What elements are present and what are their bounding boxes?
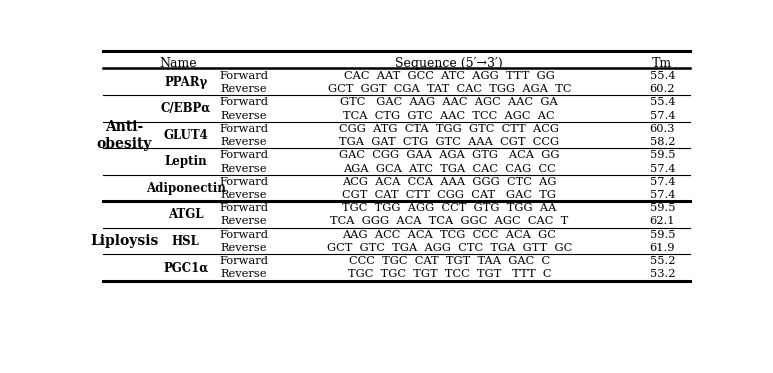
Text: TGC  TGG  AGG  CCT  GTG  TGG  AA: TGC TGG AGG CCT GTG TGG AA [342, 203, 557, 213]
Text: Reverse: Reverse [220, 137, 267, 147]
Text: GTC   GAC  AAG  AAC  AGC  AAC  GA: GTC GAC AAG AAC AGC AAC GA [340, 97, 558, 107]
Text: Tm: Tm [652, 57, 673, 70]
Text: AAG  ACC  ACA  TCG  CCC  ACA  GC: AAG ACC ACA TCG CCC ACA GC [342, 230, 557, 240]
Text: PPARγ: PPARγ [164, 76, 207, 89]
Text: 60.2: 60.2 [649, 84, 675, 94]
Text: 57.4: 57.4 [649, 190, 675, 200]
Text: Reverse: Reverse [220, 84, 267, 94]
Text: AGA  GCA  ATC  TGA  CAC  CAG  CC: AGA GCA ATC TGA CAC CAG CC [343, 163, 556, 173]
Text: TCA  CTG  GTC  AAC  TCC  AGC  AC: TCA CTG GTC AAC TCC AGC AC [343, 110, 555, 120]
Text: 53.2: 53.2 [649, 269, 675, 279]
Text: CGG  ATG  CTA  TGG  GTC  CTT  ACG: CGG ATG CTA TGG GTC CTT ACG [339, 124, 559, 134]
Text: 55.4: 55.4 [649, 71, 675, 81]
Text: Reverse: Reverse [220, 163, 267, 173]
Text: ATGL: ATGL [168, 209, 203, 221]
Text: C/EBPα: C/EBPα [161, 103, 211, 115]
Text: Forward: Forward [220, 256, 268, 266]
Text: 58.2: 58.2 [649, 137, 675, 147]
Text: GAC  CGG  GAA  AGA  GTG   ACA  GG: GAC CGG GAA AGA GTG ACA GG [339, 150, 560, 160]
Text: Forward: Forward [220, 71, 268, 81]
Text: Forward: Forward [220, 150, 268, 160]
Text: TCA  GGG  ACA  TCA  GGC  AGC  CAC  T: TCA GGG ACA TCA GGC AGC CAC T [330, 216, 568, 226]
Text: 62.1: 62.1 [649, 216, 675, 226]
Text: HSL: HSL [172, 235, 199, 248]
Text: Reverse: Reverse [220, 216, 267, 226]
Text: Forward: Forward [220, 203, 268, 213]
Text: PGC1α: PGC1α [163, 261, 209, 275]
Text: GCT  GGT  CGA  TAT  CAC  TGG  AGA  TC: GCT GGT CGA TAT CAC TGG AGA TC [328, 84, 571, 94]
Text: Sequence (5′→3′): Sequence (5′→3′) [395, 57, 503, 70]
Text: Forward: Forward [220, 97, 268, 107]
Text: 57.4: 57.4 [649, 177, 675, 187]
Text: CAC  AAT  GCC  ATC  AGG  TTT  GG: CAC AAT GCC ATC AGG TTT GG [344, 71, 555, 81]
Text: GLUT4: GLUT4 [163, 129, 208, 142]
Text: Reverse: Reverse [220, 269, 267, 279]
Text: ACG  ACA  CCA  AAA  GGG  CTC  AG: ACG ACA CCA AAA GGG CTC AG [342, 177, 557, 187]
Text: 60.3: 60.3 [649, 124, 675, 134]
Text: 61.9: 61.9 [649, 243, 675, 253]
Text: 55.2: 55.2 [649, 256, 675, 266]
Text: 59.5: 59.5 [649, 230, 675, 240]
Text: Name: Name [159, 57, 197, 70]
Text: 59.5: 59.5 [649, 150, 675, 160]
Text: TGC  TGC  TGT  TCC  TGT   TTT  C: TGC TGC TGT TCC TGT TTT C [348, 269, 551, 279]
Text: Liploysis: Liploysis [90, 234, 158, 248]
Text: Reverse: Reverse [220, 190, 267, 200]
Text: Reverse: Reverse [220, 243, 267, 253]
Text: Forward: Forward [220, 124, 268, 134]
Text: CGT  CAT  CTT  CGG  CAT   GAC  TG: CGT CAT CTT CGG CAT GAC TG [342, 190, 557, 200]
Text: Anti-
obesity: Anti- obesity [97, 120, 152, 150]
Text: Forward: Forward [220, 230, 268, 240]
Text: 59.5: 59.5 [649, 203, 675, 213]
Text: Reverse: Reverse [220, 110, 267, 120]
Text: Forward: Forward [220, 177, 268, 187]
Text: CCC  TGC  CAT  TGT  TAA  GAC  C: CCC TGC CAT TGT TAA GAC C [349, 256, 550, 266]
Text: 55.4: 55.4 [649, 97, 675, 107]
Text: Adiponectin: Adiponectin [146, 182, 226, 195]
Text: 57.4: 57.4 [649, 110, 675, 120]
Text: Leptin: Leptin [165, 156, 207, 168]
Text: 57.4: 57.4 [649, 163, 675, 173]
Text: TGA  GAT  CTG  GTC  AAA  CGT  CCG: TGA GAT CTG GTC AAA CGT CCG [339, 137, 560, 147]
Text: GCT  GTC  TGA  AGG  CTC  TGA  GTT  GC: GCT GTC TGA AGG CTC TGA GTT GC [327, 243, 572, 253]
